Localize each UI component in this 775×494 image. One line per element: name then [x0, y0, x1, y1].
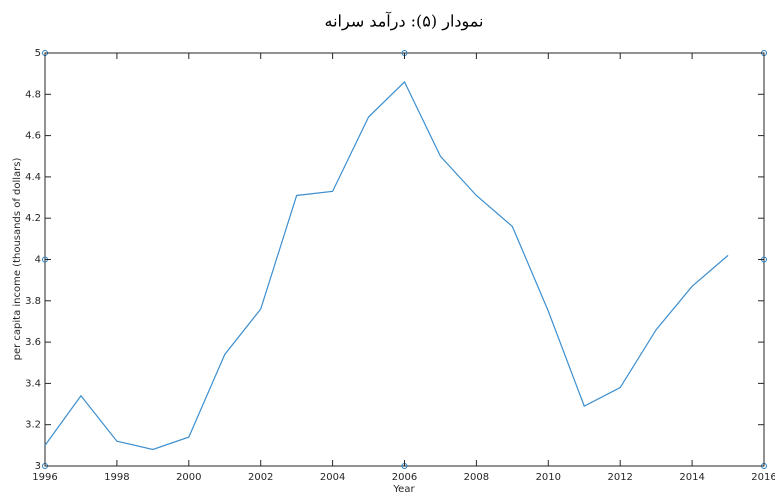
y-tick-label: 4.8 — [25, 89, 41, 100]
x-tick-label: 2006 — [392, 472, 417, 483]
plot-frame — [44, 52, 765, 467]
chart-title: نمودار (۵): درآمد سرانه — [325, 11, 484, 31]
y-tick-label: 3.4 — [25, 378, 41, 389]
y-tick-label: 4 — [35, 255, 41, 266]
x-tick-label: 1996 — [32, 472, 57, 483]
x-tick-label: 2014 — [679, 472, 704, 483]
y-axis-label: per capita income (thousands of dollars) — [12, 158, 23, 361]
x-tick-label: 2012 — [607, 472, 632, 483]
y-tick-label: 4.6 — [25, 131, 41, 142]
y-tick-label: 3 — [35, 461, 41, 472]
y-tick-label: 4.4 — [25, 172, 41, 183]
corner-markers — [42, 50, 767, 469]
y-tick-label: 3.6 — [25, 337, 41, 348]
x-tick-label: 2002 — [248, 472, 273, 483]
x-tick-label: 2008 — [464, 472, 489, 483]
x-tick-label: 2000 — [176, 472, 201, 483]
x-tick-label: 2016 — [751, 472, 775, 483]
x-tick-label: 2004 — [320, 472, 345, 483]
x-axis-label: Year — [392, 484, 415, 494]
x-tick-label: 1998 — [104, 472, 129, 483]
y-tick-label: 3.8 — [25, 296, 41, 307]
y-tick-label: 3.2 — [25, 420, 41, 431]
x-tick-label: 2010 — [536, 472, 561, 483]
y-tick-label: 5 — [35, 48, 41, 59]
data-line — [44, 80, 729, 451]
y-tick-label: 4.2 — [25, 213, 41, 224]
